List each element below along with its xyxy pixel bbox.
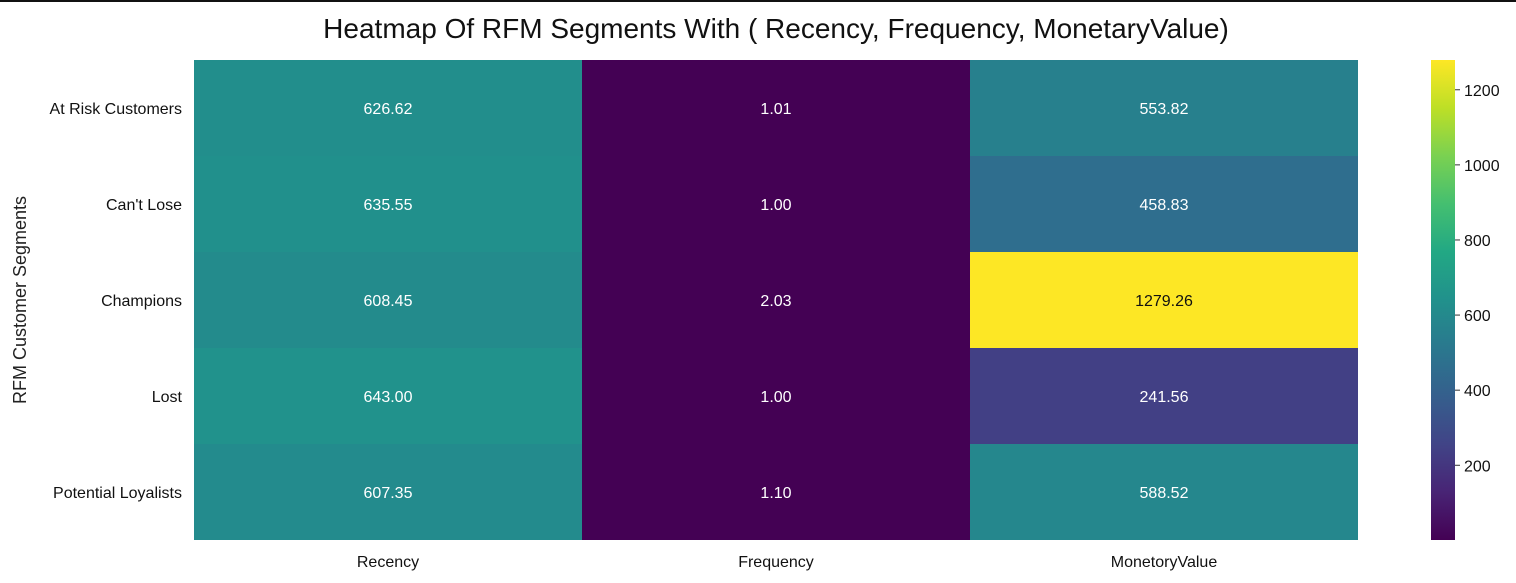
heatmap-cell bbox=[582, 348, 970, 444]
top-border bbox=[0, 0, 1516, 2]
heatmap-cell bbox=[970, 252, 1358, 348]
column-tick-labels: Recency Frequency MonetoryValue bbox=[357, 554, 1217, 571]
cell-value-label: 643.00 bbox=[364, 389, 413, 406]
y-axis-label: RFM Customer Segments bbox=[10, 196, 30, 404]
cell-value-label: 1279.26 bbox=[1135, 293, 1193, 310]
cell-value-label: 1.00 bbox=[760, 389, 791, 406]
heatmap-cell bbox=[970, 156, 1358, 252]
row-tick-label: Lost bbox=[152, 389, 183, 406]
row-tick-label: Champions bbox=[101, 293, 182, 310]
heatmap-cell bbox=[582, 444, 970, 540]
heatmap-cell bbox=[970, 348, 1358, 444]
cell-value-label: 626.62 bbox=[364, 101, 413, 118]
cell-value-label: 553.82 bbox=[1140, 101, 1189, 118]
colorbar-tick-label: 200 bbox=[1464, 458, 1491, 475]
column-tick-label: Recency bbox=[357, 554, 419, 571]
cell-value-label: 241.56 bbox=[1140, 389, 1189, 406]
heatmap-cell bbox=[194, 156, 582, 252]
heatmap-cells: 626.62 1.01 553.82 635.55 1.00 458.83 608.45 2.… bbox=[194, 60, 1358, 540]
heatmap-cell bbox=[582, 252, 970, 348]
colorbar-tick-label: 1200 bbox=[1464, 83, 1500, 100]
cell-value-label: 607.35 bbox=[364, 485, 413, 502]
cell-value-label: 458.83 bbox=[1140, 197, 1189, 214]
colorbar-tick-label: 1000 bbox=[1464, 158, 1500, 175]
chart-title: Heatmap Of RFM Segments With ( Recency, … bbox=[323, 13, 1229, 44]
colorbar bbox=[1431, 60, 1455, 540]
column-tick-label: Frequency bbox=[738, 554, 814, 571]
cell-value-label: 588.52 bbox=[1140, 485, 1189, 502]
heatmap-cell bbox=[194, 444, 582, 540]
cell-value-label: 2.03 bbox=[760, 293, 791, 310]
heatmap-cell bbox=[194, 348, 582, 444]
row-tick-label: At Risk Customers bbox=[50, 101, 182, 118]
colorbar-ticks: 200 400 600 800 1000 1200 bbox=[1455, 83, 1500, 475]
cell-value-label: 1.00 bbox=[760, 197, 791, 214]
cell-value-label: 635.55 bbox=[364, 197, 413, 214]
heatmap-cell bbox=[970, 444, 1358, 540]
heatmap-cell bbox=[194, 60, 582, 156]
column-tick-label: MonetoryValue bbox=[1111, 554, 1218, 571]
colorbar-tick-label: 400 bbox=[1464, 383, 1491, 400]
cell-value-label: 608.45 bbox=[364, 293, 413, 310]
heatmap-cell bbox=[194, 252, 582, 348]
cell-value-label: 1.10 bbox=[760, 485, 791, 502]
row-tick-labels: At Risk Customers Can't Lose Champions Lost… bbox=[50, 101, 183, 502]
colorbar-tick-label: 800 bbox=[1464, 233, 1491, 250]
cell-value-label: 1.01 bbox=[760, 101, 791, 118]
heatmap-cell bbox=[970, 60, 1358, 156]
row-tick-label: Can't Lose bbox=[106, 197, 182, 214]
colorbar-tick-label: 600 bbox=[1464, 308, 1491, 325]
row-tick-label: Potential Loyalists bbox=[53, 485, 182, 502]
heatmap-cell bbox=[582, 60, 970, 156]
heatmap-cell bbox=[582, 156, 970, 252]
